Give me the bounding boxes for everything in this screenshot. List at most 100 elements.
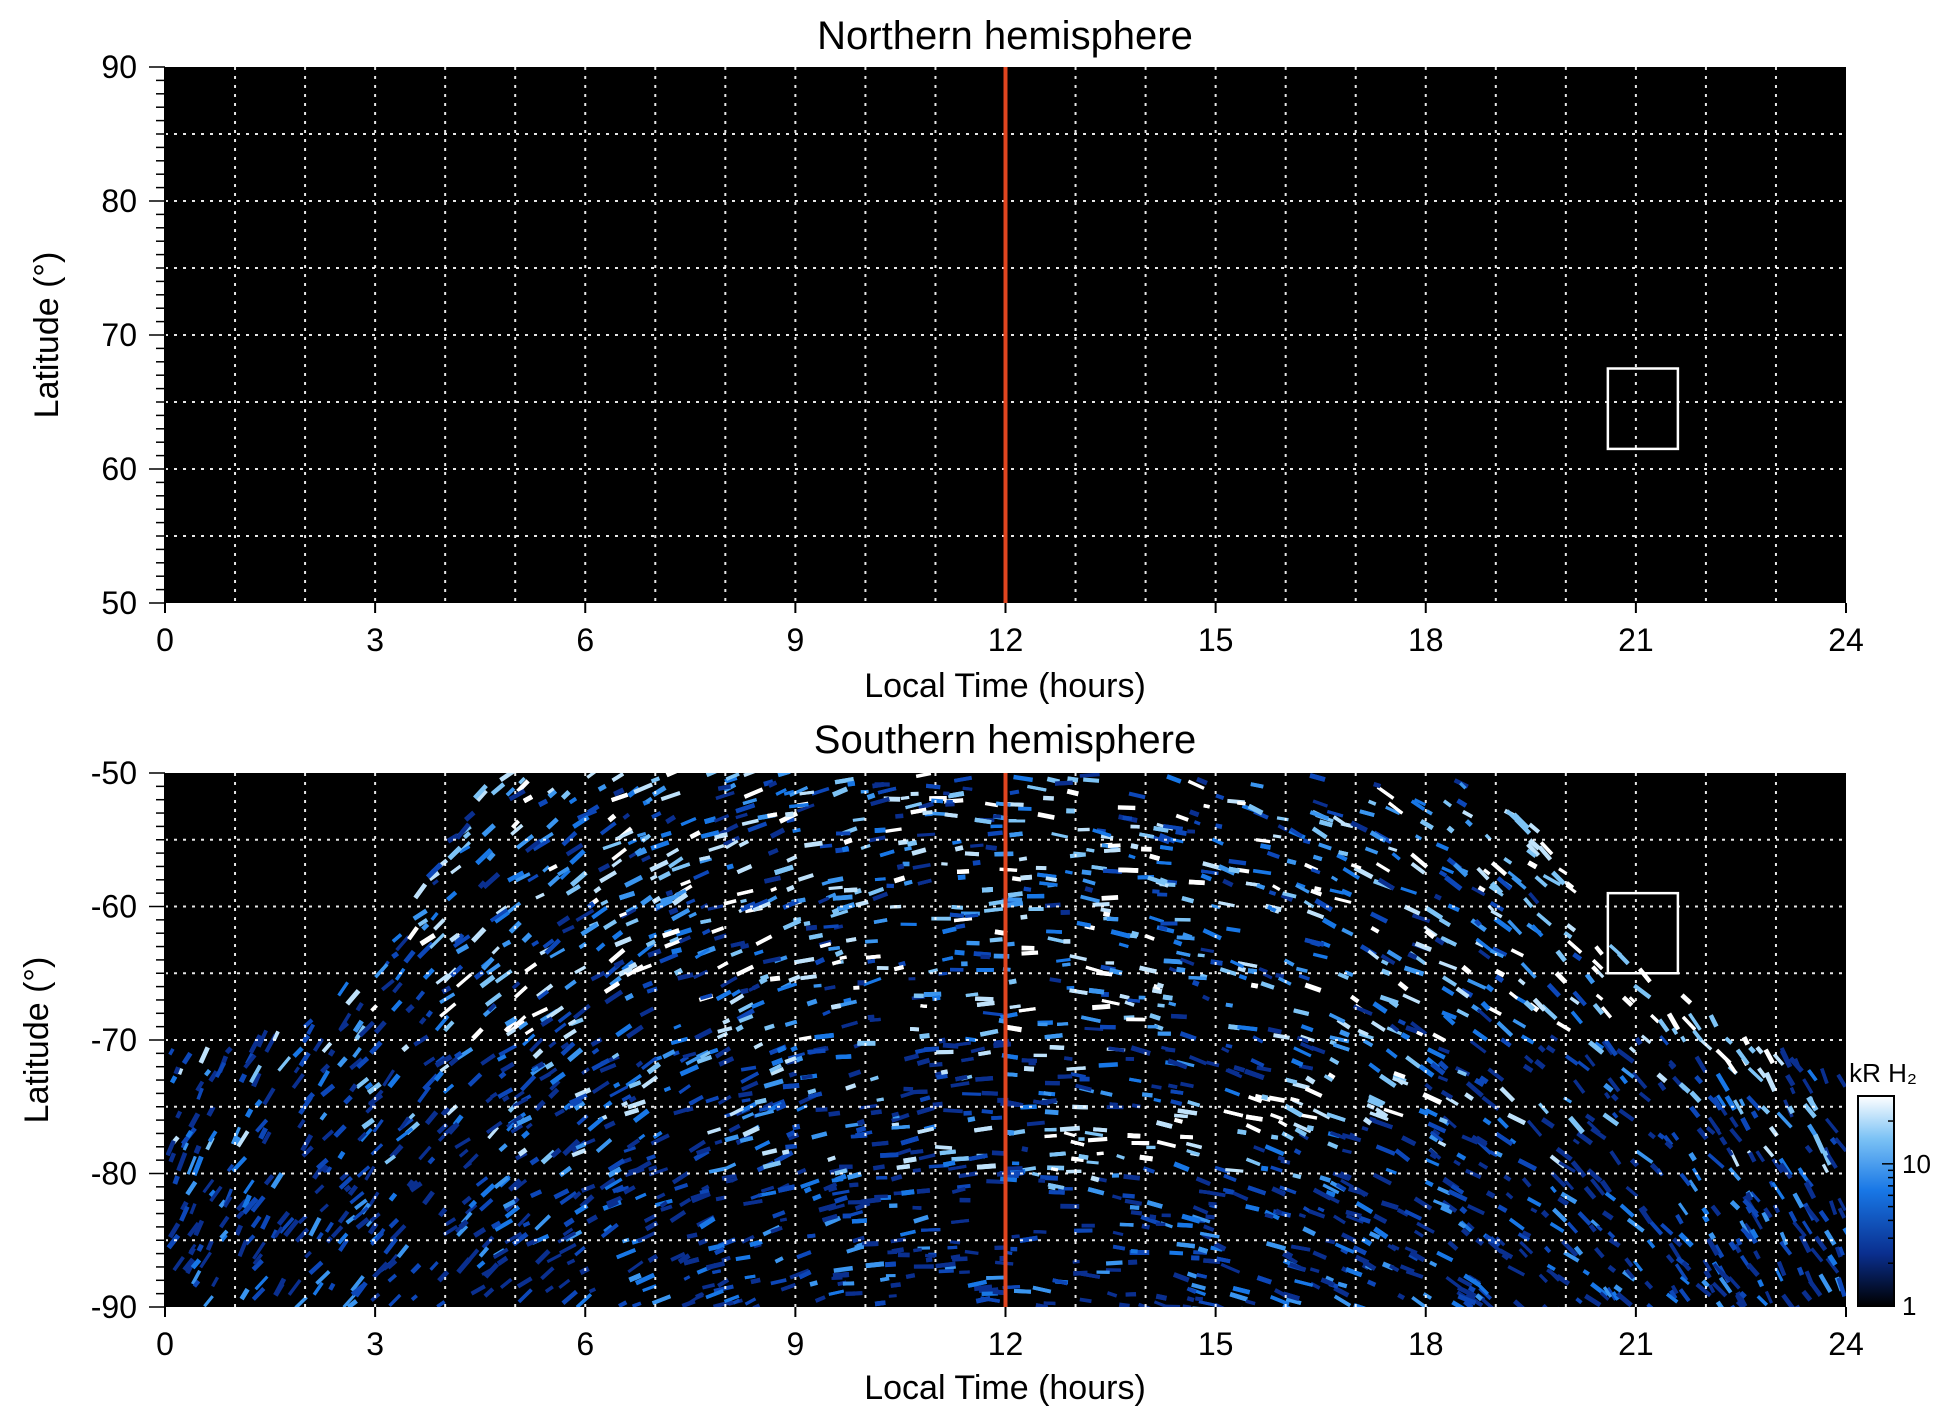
emission-patch bbox=[470, 1284, 486, 1296]
emission-patch bbox=[1729, 1127, 1743, 1143]
emission-patch bbox=[1063, 939, 1071, 944]
emission-patch bbox=[1453, 862, 1469, 878]
emission-patch bbox=[602, 919, 618, 931]
emission-patch bbox=[1046, 929, 1063, 934]
emission-patch bbox=[1295, 966, 1308, 974]
emission-patch bbox=[1111, 1173, 1119, 1178]
emission-patch bbox=[517, 1147, 528, 1157]
emission-patch bbox=[1478, 1161, 1489, 1170]
emission-patch bbox=[1325, 1190, 1336, 1198]
emission-patch bbox=[1408, 1253, 1419, 1262]
emission-patch bbox=[1413, 1196, 1433, 1211]
emission-patch bbox=[843, 887, 858, 893]
emission-patch bbox=[463, 1153, 479, 1170]
emission-patch bbox=[736, 1008, 755, 1022]
emission-patch bbox=[870, 796, 890, 807]
emission-patch bbox=[910, 1027, 920, 1032]
emission-patch bbox=[1465, 1081, 1484, 1098]
emission-patch bbox=[1020, 1104, 1037, 1110]
emission-patch bbox=[434, 1054, 453, 1068]
colorbar-tick-label: 1 bbox=[1902, 1291, 1916, 1321]
emission-patch bbox=[985, 844, 997, 851]
emission-patch bbox=[663, 1086, 671, 1092]
emission-patch bbox=[1402, 993, 1421, 1005]
emission-patch bbox=[1400, 886, 1418, 895]
emission-patch bbox=[984, 801, 999, 808]
emission-patch bbox=[1794, 1304, 1807, 1307]
emission-patch bbox=[1601, 1210, 1614, 1221]
emission-patch bbox=[1467, 978, 1487, 990]
emission-patch bbox=[1437, 1186, 1451, 1196]
emission-patch bbox=[963, 1110, 972, 1116]
emission-patch bbox=[338, 1012, 352, 1031]
emission-patch bbox=[1021, 945, 1035, 951]
emission-patch bbox=[1327, 1141, 1339, 1150]
emission-patch bbox=[475, 1176, 489, 1187]
emission-patch bbox=[649, 874, 658, 881]
emission-patch bbox=[1756, 1295, 1768, 1307]
emission-patch bbox=[1416, 1221, 1435, 1234]
emission-patch bbox=[743, 787, 764, 799]
emission-patch bbox=[842, 1281, 855, 1286]
emission-patch bbox=[1824, 1117, 1839, 1134]
emission-patch bbox=[795, 1055, 804, 1063]
emission-patch bbox=[1432, 1128, 1441, 1136]
emission-patch bbox=[1010, 1246, 1018, 1252]
emission-patch bbox=[680, 879, 692, 887]
emission-patch bbox=[1703, 1269, 1712, 1280]
emission-patch bbox=[525, 1122, 533, 1130]
emission-patch bbox=[380, 978, 395, 992]
emission-patch bbox=[981, 1090, 998, 1096]
emission-patch bbox=[830, 1003, 842, 1010]
emission-patch bbox=[1198, 1300, 1218, 1307]
emission-patch bbox=[255, 1118, 269, 1133]
emission-patch bbox=[1471, 1134, 1488, 1148]
emission-patch bbox=[1317, 1206, 1325, 1213]
emission-patch bbox=[1376, 785, 1395, 800]
northern-grid bbox=[165, 67, 1846, 603]
emission-patch bbox=[1837, 1197, 1846, 1212]
emission-patch bbox=[741, 1234, 755, 1244]
southern-x-tick-labels: 0 3 6 9 12 15 18 21 24 bbox=[156, 1307, 1864, 1362]
emission-patch bbox=[673, 1023, 682, 1030]
emission-patch bbox=[1715, 1072, 1730, 1092]
emission-patch bbox=[1266, 850, 1280, 860]
emission-patch bbox=[735, 802, 756, 814]
emission-patch bbox=[714, 1139, 723, 1145]
emission-patch bbox=[1379, 994, 1399, 1006]
emission-patch bbox=[1086, 1160, 1099, 1165]
emission-patch bbox=[1100, 1024, 1116, 1030]
emission-patch bbox=[956, 869, 970, 875]
emission-patch bbox=[570, 1017, 584, 1027]
emission-patch bbox=[586, 773, 598, 779]
emission-patch bbox=[1066, 1169, 1082, 1174]
emission-patch bbox=[1176, 1059, 1195, 1068]
emission-patch bbox=[885, 827, 902, 834]
emission-patch bbox=[1020, 874, 1033, 881]
emission-patch bbox=[1549, 1034, 1559, 1042]
emission-patch bbox=[1573, 1245, 1584, 1256]
emission-patch bbox=[646, 986, 658, 994]
emission-patch bbox=[1210, 903, 1221, 910]
y-tick-label: -60 bbox=[91, 889, 137, 925]
emission-patch bbox=[1478, 949, 1491, 960]
emission-patch bbox=[792, 1123, 801, 1131]
emission-patch bbox=[868, 886, 885, 897]
emission-patch bbox=[1456, 1152, 1467, 1161]
emission-patch bbox=[1485, 984, 1495, 993]
emission-patch bbox=[1312, 799, 1328, 808]
emission-patch bbox=[1300, 1034, 1315, 1043]
emission-patch bbox=[824, 1215, 842, 1227]
emission-patch bbox=[185, 1129, 194, 1139]
emission-patch bbox=[531, 940, 540, 947]
emission-patch bbox=[1640, 1034, 1652, 1045]
emission-patch bbox=[244, 1108, 254, 1118]
emission-patch bbox=[522, 1221, 531, 1228]
emission-patch bbox=[1584, 1113, 1596, 1123]
emission-patch bbox=[251, 1072, 262, 1088]
emission-patch bbox=[1081, 1223, 1095, 1228]
emission-patch bbox=[1607, 1077, 1621, 1093]
emission-patch bbox=[1159, 845, 1174, 851]
emission-patch bbox=[610, 792, 629, 803]
emission-patch bbox=[1073, 1228, 1093, 1233]
